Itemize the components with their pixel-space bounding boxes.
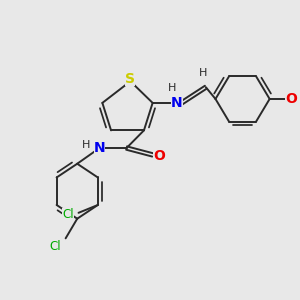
Text: Cl: Cl [49,240,61,253]
Text: H: H [199,68,207,78]
Text: S: S [125,72,135,86]
Text: O: O [154,149,165,163]
Text: N: N [171,96,183,110]
Text: H: H [168,83,176,93]
Text: O: O [285,92,297,106]
Text: N: N [94,141,105,155]
Text: Cl: Cl [62,208,74,221]
Text: H: H [82,140,90,150]
